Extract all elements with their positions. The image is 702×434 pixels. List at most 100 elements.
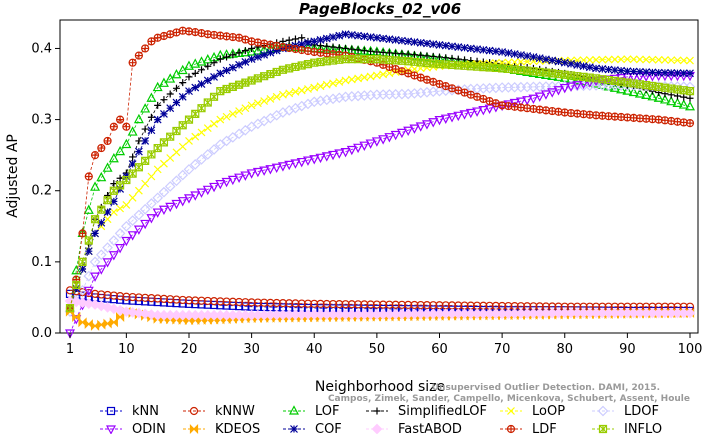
data-point xyxy=(522,66,533,76)
data-point xyxy=(510,50,519,58)
data-point xyxy=(246,46,257,56)
data-point xyxy=(134,163,143,172)
data-point xyxy=(528,94,539,105)
data-point xyxy=(95,249,107,261)
data-point xyxy=(316,299,325,309)
data-point xyxy=(165,202,176,213)
data-point xyxy=(686,56,694,65)
data-point xyxy=(554,57,563,66)
data-point xyxy=(197,128,206,137)
data-point xyxy=(321,152,332,162)
data-point xyxy=(78,317,87,328)
series-LDF xyxy=(65,26,695,313)
data-point xyxy=(510,58,519,67)
data-point xyxy=(373,48,381,56)
data-point xyxy=(178,142,187,151)
data-point xyxy=(108,235,120,246)
data-point xyxy=(340,148,351,158)
data-point xyxy=(310,299,319,308)
data-point xyxy=(121,138,132,149)
data-point xyxy=(166,154,175,162)
data-point xyxy=(328,299,338,309)
data-point xyxy=(159,294,169,303)
data-point xyxy=(265,112,276,124)
data-point xyxy=(347,31,356,39)
data-point xyxy=(404,50,412,58)
data-point xyxy=(153,294,162,303)
data-point xyxy=(366,72,375,81)
data-point xyxy=(183,194,194,204)
data-point xyxy=(329,33,337,41)
data-point xyxy=(146,309,157,320)
data-point xyxy=(316,35,325,44)
x-tick-label: 70 xyxy=(494,342,511,357)
data-point xyxy=(478,106,489,116)
data-point xyxy=(516,57,525,66)
data-point xyxy=(260,97,269,106)
data-point xyxy=(540,90,551,100)
data-point xyxy=(285,89,294,98)
data-point xyxy=(279,90,287,99)
data-point xyxy=(102,302,113,313)
data-point xyxy=(410,38,419,46)
data-point xyxy=(616,83,627,94)
data-point xyxy=(416,38,425,47)
data-point xyxy=(654,68,663,77)
data-point xyxy=(109,122,118,131)
legend-marker xyxy=(597,405,609,417)
data-point xyxy=(103,215,112,224)
data-point xyxy=(560,58,569,67)
plot-area xyxy=(64,26,696,339)
data-point xyxy=(172,295,181,304)
data-point xyxy=(347,300,356,309)
data-point xyxy=(648,55,657,64)
data-point xyxy=(272,46,281,55)
data-point xyxy=(65,304,75,313)
data-point xyxy=(147,172,156,181)
data-point xyxy=(410,300,419,310)
data-point xyxy=(116,115,125,124)
data-point xyxy=(139,308,151,320)
data-point xyxy=(322,299,331,309)
legend-item-LoOP: LoOP xyxy=(500,404,565,419)
data-point xyxy=(246,169,257,179)
data-point xyxy=(598,65,607,73)
data-point xyxy=(272,298,281,308)
data-point xyxy=(448,54,456,62)
data-point xyxy=(140,103,151,113)
data-point xyxy=(347,75,356,84)
data-point xyxy=(265,165,276,175)
data-point xyxy=(253,74,262,83)
data-point xyxy=(97,143,106,153)
y-axis: 0.0 0.1 0.2 0.3 0.4 xyxy=(31,41,60,341)
data-point xyxy=(623,67,632,76)
legend-label: LDF xyxy=(532,422,557,434)
y-tick-label: 0.2 xyxy=(31,184,52,199)
data-point xyxy=(191,83,200,92)
data-point xyxy=(291,87,300,96)
data-point xyxy=(204,62,212,70)
data-point xyxy=(158,205,169,215)
data-point xyxy=(240,171,251,181)
data-point xyxy=(277,162,288,172)
data-point xyxy=(191,69,199,77)
data-point xyxy=(529,53,538,61)
data-point xyxy=(133,209,145,221)
data-point xyxy=(102,162,113,172)
data-point xyxy=(285,64,294,73)
data-point xyxy=(177,197,188,207)
data-point xyxy=(585,56,594,64)
data-point xyxy=(592,64,600,73)
data-point xyxy=(272,92,281,101)
data-point xyxy=(203,124,212,133)
data-point xyxy=(572,81,583,91)
data-point xyxy=(122,201,131,209)
data-point xyxy=(241,58,250,66)
data-point xyxy=(103,290,112,300)
data-point xyxy=(379,70,388,79)
data-point xyxy=(141,125,149,133)
data-point xyxy=(109,291,118,300)
data-point xyxy=(686,94,694,102)
data-point xyxy=(291,299,300,308)
data-point xyxy=(109,186,118,195)
